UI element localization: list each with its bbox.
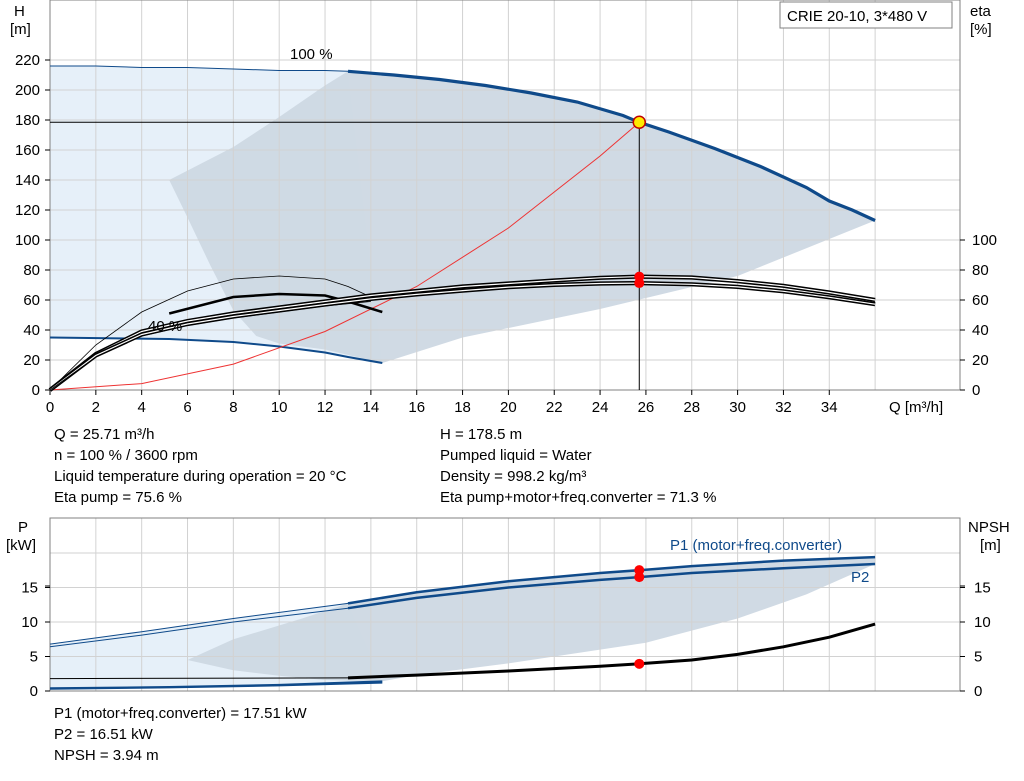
p1-curve bbox=[347, 555, 876, 605]
power-unit-label: [kW] bbox=[6, 537, 36, 554]
p1-duty-point bbox=[634, 565, 645, 576]
duty-point-marker bbox=[632, 115, 647, 129]
flow-axis-label: Q [m³/h] bbox=[889, 399, 943, 416]
bottom-plot-border bbox=[49, 517, 961, 692]
liquid-readout: Pumped liquid = Water bbox=[440, 447, 592, 464]
pump-curve-100-extended bbox=[50, 65, 349, 72]
npsh-curve bbox=[347, 622, 876, 680]
head-unit-label: [m] bbox=[10, 21, 31, 38]
eta-tick-label: 0 bbox=[972, 382, 980, 399]
head-readout: H = 178.5 m bbox=[440, 426, 523, 443]
eta-axis-label: eta bbox=[970, 3, 992, 20]
eta-unit-label: [%] bbox=[970, 21, 992, 38]
x-tick-label: 20 bbox=[500, 399, 517, 416]
x-tick-label: 24 bbox=[592, 399, 609, 416]
eta-tick-label: 80 bbox=[972, 262, 989, 279]
head-tick-label: 100 bbox=[15, 232, 40, 249]
x-tick-label: 2 bbox=[92, 399, 100, 416]
speed-100-label: 100 % bbox=[290, 46, 333, 63]
npsh-tick-label: 0 bbox=[974, 683, 982, 700]
x-tick-label: 0 bbox=[46, 399, 54, 416]
eta-total-curve-inner bbox=[49, 282, 876, 391]
x-tick-label: 30 bbox=[729, 399, 746, 416]
head-tick-label: 0 bbox=[32, 382, 40, 399]
eta-total-curve-extended bbox=[49, 301, 371, 391]
head-tick-label: 40 bbox=[23, 322, 40, 339]
x-tick-label: 12 bbox=[317, 399, 334, 416]
eta-tick-label: 20 bbox=[972, 352, 989, 369]
eta-total-point bbox=[634, 278, 645, 289]
x-tick-label: 26 bbox=[638, 399, 655, 416]
speed-readout: n = 100 % / 3600 rpm bbox=[54, 447, 198, 464]
p2-curve bbox=[347, 562, 876, 610]
head-tick-label: 160 bbox=[15, 142, 40, 159]
npsh-tick-label: 15 bbox=[974, 580, 991, 597]
p1-curve-extended bbox=[49, 602, 349, 645]
npsh-curve-extended bbox=[49, 677, 349, 680]
pump-curve-40 bbox=[49, 336, 383, 364]
npsh-tick-label: 10 bbox=[974, 614, 991, 631]
npsh-axis-label: NPSH bbox=[968, 519, 1010, 536]
power-tick-label: 0 bbox=[30, 683, 38, 700]
x-tick-label: 22 bbox=[546, 399, 563, 416]
temperature-readout: Liquid temperature during operation = 20… bbox=[54, 468, 347, 485]
head-tick-label: 180 bbox=[15, 112, 40, 129]
eta-tick-label: 100 bbox=[972, 232, 997, 249]
p2-readout: P2 = 16.51 kW bbox=[54, 726, 153, 743]
speed-40-label: 40 % bbox=[148, 318, 182, 335]
p2-duty-point bbox=[634, 572, 645, 583]
x-tick-label: 6 bbox=[183, 399, 191, 416]
power-axis-label: P bbox=[18, 519, 28, 536]
x-tick-label: 4 bbox=[138, 399, 146, 416]
p2-curve-40 bbox=[49, 681, 383, 690]
pump-model-label: CRIE 20-10, 3*480 V bbox=[787, 8, 927, 25]
power-npsh-panel: 0 5 10 15 0 5 10 15 P [kW] NPSH [m] P1 (motor+f… bbox=[6, 517, 1010, 700]
head-tick-label: 20 bbox=[23, 352, 40, 369]
head-tick-label: 140 bbox=[15, 172, 40, 189]
npsh-duty-point bbox=[634, 658, 645, 669]
eta-total-readout: Eta pump+motor+freq.converter = 71.3 % bbox=[440, 489, 717, 506]
x-tick-label: 34 bbox=[821, 399, 838, 416]
eta-tick-label: 60 bbox=[972, 292, 989, 309]
head-tick-label: 120 bbox=[15, 202, 40, 219]
power-working-area bbox=[187, 557, 876, 682]
head-axis-label: H bbox=[14, 3, 25, 20]
head-tick-label: 60 bbox=[23, 292, 40, 309]
head-tick-label: 200 bbox=[15, 82, 40, 99]
npsh-unit-label: [m] bbox=[980, 537, 1001, 554]
flow-readout: Q = 25.71 m³/h bbox=[54, 426, 155, 443]
pump-model-box bbox=[779, 1, 953, 29]
p1-readout: P1 (motor+freq.converter) = 17.51 kW bbox=[54, 705, 307, 722]
npsh-tick-label: 5 bbox=[974, 649, 982, 666]
p2-curve-extended bbox=[49, 607, 349, 648]
x-tick-label: 14 bbox=[363, 399, 380, 416]
head-tick-label: 80 bbox=[23, 262, 40, 279]
eta-curve-extended bbox=[49, 275, 372, 391]
density-readout: Density = 998.2 kg/m³ bbox=[440, 468, 587, 485]
p2-curve-label: P2 bbox=[851, 569, 869, 586]
eta-tick-label: 40 bbox=[972, 322, 989, 339]
x-tick-label: 16 bbox=[408, 399, 425, 416]
x-tick-label: 18 bbox=[454, 399, 471, 416]
npsh-readout: NPSH = 3.94 m bbox=[54, 747, 159, 764]
power-tick-label: 15 bbox=[21, 580, 38, 597]
x-tick-label: 8 bbox=[229, 399, 237, 416]
x-tick-label: 32 bbox=[775, 399, 792, 416]
x-tick-label: 10 bbox=[271, 399, 288, 416]
top-plot-border bbox=[49, 0, 961, 391]
p1-curve-label: P1 (motor+freq.converter) bbox=[670, 537, 842, 554]
eta-pump-readout: Eta pump = 75.6 % bbox=[54, 489, 182, 506]
head-efficiency-panel: 0 2 4 6 8 10 12 14 16 18 20 22 24 26 28 30 32 34020406080… bbox=[10, 0, 997, 416]
eta-pump-curve-inner bbox=[49, 275, 876, 391]
x-tick-label: 28 bbox=[683, 399, 700, 416]
power-tick-label: 10 bbox=[21, 614, 38, 631]
head-tick-label: 220 bbox=[15, 52, 40, 69]
power-tick-label: 5 bbox=[30, 649, 38, 666]
